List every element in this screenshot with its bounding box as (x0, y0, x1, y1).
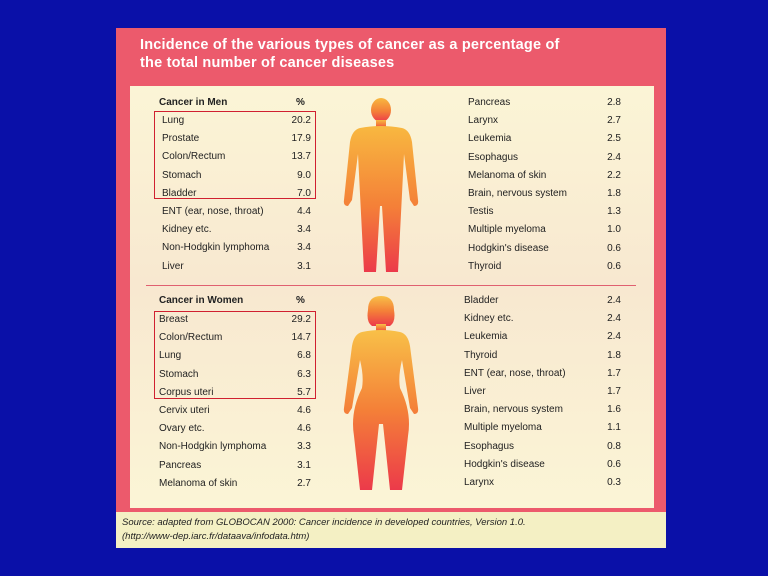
men-cancer-name: Testis (468, 206, 494, 218)
women-header: Cancer in Women (159, 295, 244, 306)
women-cancer-value: 0.6 (607, 458, 621, 470)
women-cancer-value: 1.1 (607, 422, 621, 434)
men-cancer-value: 2.2 (607, 169, 621, 181)
women-cancer-name: Brain, nervous system (464, 404, 563, 416)
women-cancer-name: Thyroid (464, 349, 498, 361)
men-cancer-value: 2.7 (607, 115, 621, 127)
men-cancer-value: 3.1 (297, 260, 311, 272)
men-cancer-name: Non-Hodgkin lymphoma (162, 242, 270, 254)
women-cancer-name: Pancreas (159, 459, 202, 471)
women-cancer-name: ENT (ear, nose, throat) (464, 367, 566, 379)
women-cancer-value: 1.6 (607, 404, 621, 416)
infographic-title: Incidence of the various types of cancer… (140, 36, 660, 72)
women-cancer-value: 1.8 (607, 349, 621, 361)
women-cancer-name: Bladder (464, 295, 499, 306)
women-cancer-name: Corpus uteri (159, 386, 214, 398)
men-cancer-name: Colon/Rectum (162, 151, 226, 163)
men-header: Cancer in Men (159, 97, 228, 108)
women-cancer-value: 2.7 (297, 477, 311, 489)
men-cancer-name: Larynx (468, 115, 499, 127)
women-cancer-name: Hodgkin's disease (464, 458, 545, 470)
men-cancer-value: 4.4 (297, 206, 311, 217)
women-top5-highlight-box (154, 311, 316, 399)
female-figure-icon (343, 296, 419, 490)
women-cancer-name: Liver (464, 386, 486, 397)
men-top5-highlight-box (154, 111, 316, 199)
men-cancer-value: 3.4 (297, 224, 311, 236)
men-cancer-name: Brain, nervous system (468, 188, 567, 199)
women-cancer-value: 1.7 (607, 386, 621, 397)
women-cancer-name: Larynx (464, 477, 495, 488)
men-cancer-value: 0.6 (607, 242, 621, 254)
men-cancer-name: Thyroid (468, 260, 502, 272)
women-cancer-name: Colon/Rectum (159, 332, 223, 344)
men-cancer-name: Multiple myeloma (468, 224, 546, 236)
men-cancer-name: Pancreas (468, 97, 511, 108)
source-note: Source: adapted from GLOBOCAN 2000: Canc… (122, 516, 662, 544)
source-line-2: (http://www-dep.iarc.fr/dataava/infodata… (122, 531, 310, 542)
women-cancer-value: 5.7 (297, 386, 311, 398)
women-cancer-name: Multiple myeloma (464, 422, 542, 434)
women-cancer-name: Breast (159, 314, 188, 325)
men-cancer-name: Melanoma of skin (468, 169, 547, 181)
men-cancer-value: 17.9 (291, 133, 311, 145)
women-cancer-value: 4.6 (297, 405, 311, 416)
women-cancer-value: 2.4 (607, 313, 621, 325)
women-cancer-name: Stomach (159, 368, 199, 380)
women-cancer-name: Kidney etc. (464, 313, 514, 325)
men-cancer-value: 2.4 (607, 151, 621, 163)
women-pct-header: % (296, 295, 305, 306)
men-cancer-value: 2.5 (607, 133, 621, 145)
men-cancer-value: 1.3 (607, 206, 621, 218)
women-cancer-value: 29.2 (291, 314, 311, 325)
women-cancer-name: Ovary etc. (159, 423, 205, 435)
women-cancer-value: 2.4 (607, 331, 621, 343)
men-cancer-name: Prostate (162, 133, 200, 145)
women-cancer-value: 1.7 (607, 367, 621, 379)
men-cancer-value: 9.0 (297, 169, 311, 181)
men-cancer-value: 0.6 (607, 260, 621, 272)
men-cancer-name: Bladder (162, 187, 197, 199)
infographic-card: Incidence of the various types of cancer… (116, 28, 666, 548)
section-divider (146, 285, 636, 286)
women-cancer-value: 0.3 (607, 477, 621, 488)
women-cancer-name: Non-Hodgkin lymphoma (159, 441, 267, 453)
men-cancer-value: 7.0 (297, 187, 311, 199)
men-cancer-value: 2.8 (607, 97, 621, 108)
male-figure-icon (343, 98, 419, 272)
men-cancer-value: 3.4 (297, 242, 311, 254)
women-cancer-name: Melanoma of skin (159, 477, 238, 489)
men-pct-header: % (296, 97, 305, 108)
women-cancer-name: Leukemia (464, 331, 508, 343)
women-cancer-name: Lung (159, 350, 182, 362)
women-cancer-value: 6.8 (297, 350, 311, 362)
men-cancer-name: Esophagus (468, 151, 519, 163)
women-cancer-name: Cervix uteri (159, 405, 210, 416)
men-cancer-name: Leukemia (468, 133, 512, 145)
men-cancer-name: Stomach (162, 169, 202, 181)
women-cancer-value: 2.4 (607, 295, 621, 306)
source-line-1: Source: adapted from GLOBOCAN 2000: Canc… (122, 517, 526, 528)
men-cancer-value: 20.2 (291, 115, 311, 126)
women-cancer-value: 0.8 (607, 440, 621, 452)
women-cancer-name: Esophagus (464, 440, 515, 452)
women-cancer-value: 14.7 (291, 332, 311, 344)
women-cancer-value: 3.3 (297, 441, 311, 453)
men-cancer-name: Liver (162, 260, 184, 272)
men-cancer-value: 13.7 (291, 151, 311, 163)
men-cancer-value: 1.0 (607, 224, 621, 236)
men-cancer-name: ENT (ear, nose, throat) (162, 206, 264, 217)
men-cancer-name: Lung (162, 115, 185, 126)
men-cancer-name: Kidney etc. (162, 224, 212, 236)
women-cancer-value: 3.1 (297, 459, 311, 471)
men-cancer-value: 1.8 (607, 188, 621, 199)
title-line-2: the total number of cancer diseases (140, 55, 395, 71)
men-cancer-name: Hodgkin's disease (468, 242, 549, 254)
women-cancer-value: 4.6 (297, 423, 311, 435)
title-line-1: Incidence of the various types of cancer… (140, 37, 560, 53)
women-cancer-value: 6.3 (297, 368, 311, 380)
